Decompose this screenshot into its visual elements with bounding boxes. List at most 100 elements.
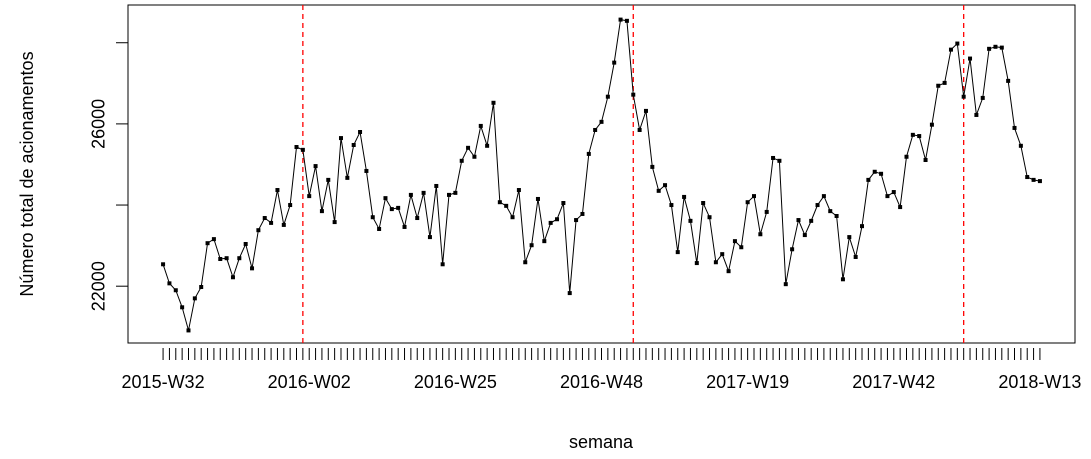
data-point <box>459 158 464 163</box>
data-point <box>389 207 394 212</box>
data-point <box>466 145 471 150</box>
data-point <box>485 143 490 148</box>
data-point <box>777 158 782 163</box>
data-point <box>1012 125 1017 130</box>
data-point <box>980 95 985 100</box>
data-point <box>211 237 216 242</box>
data-point <box>542 239 547 244</box>
data-point <box>847 235 852 240</box>
data-point <box>269 220 274 225</box>
data-point <box>974 112 979 117</box>
x-tick-label: 2018-W13 <box>998 372 1081 392</box>
data-point <box>186 328 191 333</box>
data-point <box>167 281 172 286</box>
data-point <box>618 17 623 22</box>
x-tick-label: 2015-W32 <box>122 372 205 392</box>
data-point <box>631 92 636 97</box>
data-point <box>993 44 998 49</box>
x-axis-label: semana <box>569 432 634 452</box>
data-point <box>351 142 356 147</box>
data-point <box>707 215 712 220</box>
x-tick-label: 2016-W25 <box>414 372 497 392</box>
data-point <box>948 47 953 52</box>
data-point <box>383 196 388 201</box>
data-point <box>910 132 915 137</box>
data-point <box>917 134 922 139</box>
data-point <box>377 226 382 231</box>
data-point <box>173 288 178 293</box>
data-point <box>415 216 420 221</box>
data-point <box>288 203 293 208</box>
data-point <box>192 296 197 301</box>
data-point <box>440 262 445 267</box>
data-point <box>510 215 515 220</box>
data-point <box>307 194 312 199</box>
data-point <box>675 250 680 255</box>
data-point <box>1006 78 1011 83</box>
data-point <box>828 209 833 214</box>
data-point <box>402 224 407 229</box>
data-point <box>866 177 871 182</box>
data-point <box>275 188 280 193</box>
data-point <box>396 205 401 210</box>
data-point <box>720 252 725 257</box>
data-point <box>790 247 795 252</box>
data-point <box>243 241 248 246</box>
data-point <box>764 209 769 214</box>
data-point <box>535 196 540 201</box>
data-point <box>968 56 973 61</box>
data-point <box>637 127 642 132</box>
data-point <box>497 200 502 205</box>
data-point <box>688 218 693 223</box>
data-point <box>904 154 909 159</box>
data-point <box>472 154 477 159</box>
data-point <box>434 183 439 188</box>
data-point <box>961 94 966 99</box>
data-point <box>364 168 369 173</box>
data-point <box>815 203 820 208</box>
data-point <box>224 256 229 261</box>
data-point <box>574 218 579 223</box>
data-point <box>237 256 242 261</box>
data-point <box>262 216 267 221</box>
data-point <box>345 175 350 180</box>
data-point <box>1037 179 1042 184</box>
data-point <box>281 222 286 227</box>
data-point <box>370 215 375 220</box>
data-point <box>643 108 648 113</box>
data-point <box>942 80 947 85</box>
data-point <box>885 194 890 199</box>
data-point <box>427 235 432 240</box>
data-point <box>580 211 585 216</box>
data-point <box>332 220 337 225</box>
x-tick-label: 2017-W42 <box>852 372 935 392</box>
data-point <box>650 164 655 169</box>
data-point <box>250 266 255 271</box>
data-point <box>771 155 776 160</box>
data-point <box>929 122 934 127</box>
data-point <box>796 218 801 223</box>
data-point <box>504 203 509 208</box>
y-tick-label: 22000 <box>89 261 109 311</box>
data-point <box>745 200 750 205</box>
x-tick-label: 2017-W19 <box>706 372 789 392</box>
data-point <box>879 171 884 176</box>
data-point <box>739 245 744 250</box>
data-point <box>872 169 877 174</box>
data-point <box>758 232 763 237</box>
data-point <box>701 201 706 206</box>
data-point <box>612 60 617 65</box>
data-point <box>586 151 591 156</box>
data-point <box>751 194 756 199</box>
plot-box <box>127 4 1076 344</box>
data-point <box>161 262 166 267</box>
data-point <box>555 217 560 222</box>
data-point <box>732 239 737 244</box>
data-point <box>529 243 534 248</box>
data-point <box>567 291 572 296</box>
data-point <box>516 188 521 193</box>
x-tick-label: 2016-W02 <box>268 372 351 392</box>
data-point <box>313 164 318 169</box>
data-point <box>453 190 458 195</box>
data-point <box>809 218 814 223</box>
